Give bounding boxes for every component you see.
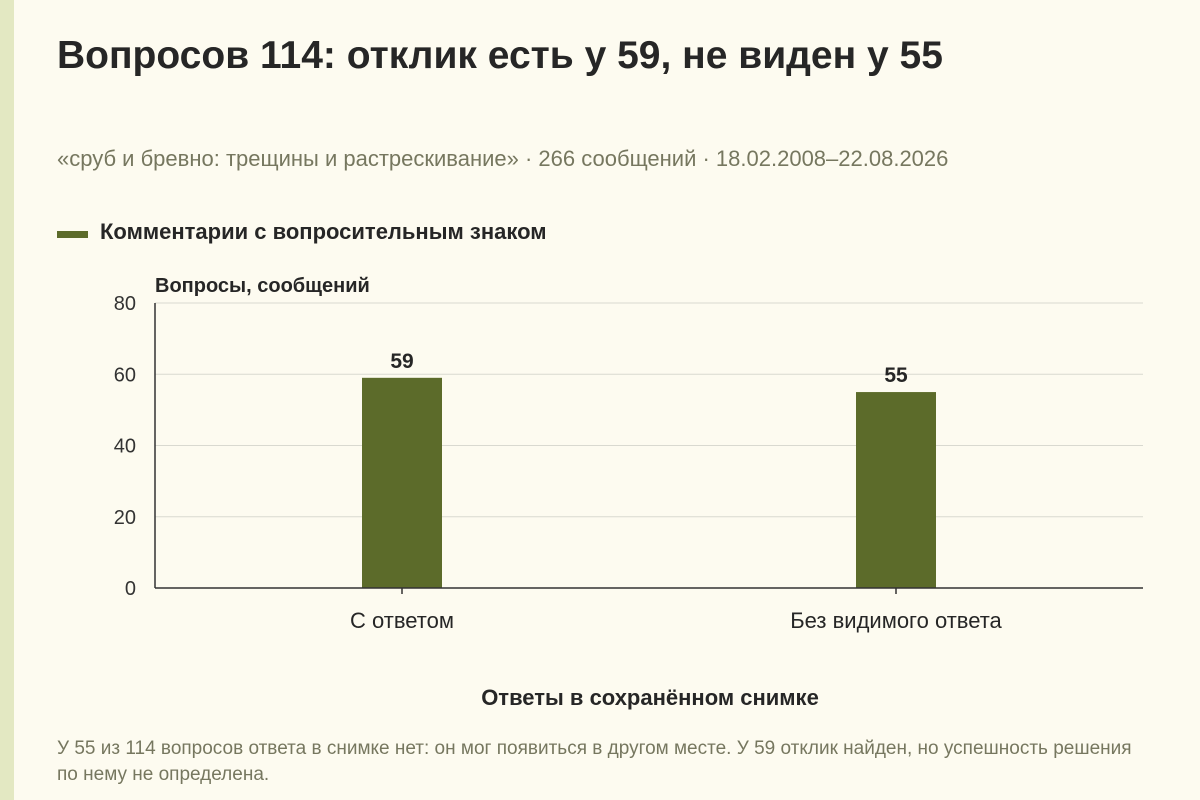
grid-layer bbox=[155, 302, 1143, 518]
bar-1 bbox=[362, 377, 442, 588]
x-tick-label: С ответом bbox=[350, 608, 454, 633]
y-tick-label: 20 bbox=[114, 507, 136, 529]
accent-strip bbox=[0, 0, 14, 800]
legend: Комментарии с вопросительным знаком bbox=[57, 219, 547, 245]
legend-swatch bbox=[57, 230, 88, 238]
chart-subtitle: «сруб и бревно: трещины и растрескивание… bbox=[57, 146, 949, 171]
y-tick-label: 60 bbox=[114, 364, 136, 386]
axis-layer: 0 20 40 60 80 bbox=[114, 293, 1143, 600]
label-layer: С ответом 59 Без видимого ответа 55 bbox=[350, 350, 1003, 633]
legend-label: Комментарии с вопросительным знаком bbox=[100, 219, 547, 244]
bar-layer bbox=[362, 377, 936, 588]
footnote: У 55 из 114 вопросов ответа в снимке нет… bbox=[57, 738, 1132, 785]
bar-data-label: 59 bbox=[390, 350, 413, 373]
y-tick-label: 0 bbox=[125, 578, 136, 600]
y-tick-label: 80 bbox=[114, 293, 136, 315]
bar-2 bbox=[856, 392, 936, 588]
y-tick-label: 40 bbox=[114, 436, 136, 458]
page-title: Вопросов 114: отклик есть у 59, не виден… bbox=[57, 34, 943, 77]
x-axis-title: Ответы в сохранённом снимке bbox=[481, 685, 819, 710]
x-tick-label: Без видимого ответа bbox=[790, 608, 1002, 633]
bar-data-label: 55 bbox=[884, 364, 908, 387]
y-axis-title: Вопросы, сообщений bbox=[155, 275, 370, 297]
